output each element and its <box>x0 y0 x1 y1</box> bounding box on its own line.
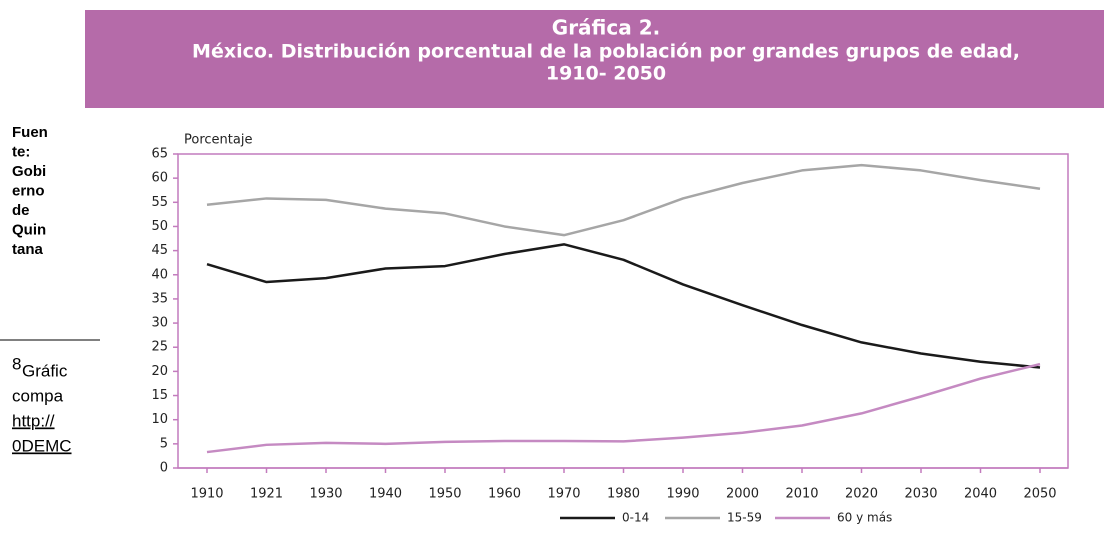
y-tick-label: 60 <box>151 171 168 186</box>
legend-label: 60 y más <box>837 511 892 525</box>
y-tick-label: 35 <box>151 291 168 306</box>
x-tick-label: 1960 <box>488 487 521 502</box>
x-tick-label: 2000 <box>726 487 759 502</box>
y-tick-label: 30 <box>151 316 168 331</box>
y-tick-label: 10 <box>151 412 168 427</box>
x-tick-label: 1990 <box>666 487 699 502</box>
x-tick-label: 1970 <box>547 487 580 502</box>
sidebar-text: Quin <box>12 221 46 238</box>
x-tick-label: 2040 <box>964 487 997 502</box>
x-tick-label: 2050 <box>1023 487 1056 502</box>
y-tick-label: 45 <box>151 243 168 258</box>
chart-subtitle: México. Distribución porcentual de la po… <box>192 41 1020 63</box>
sidebar-text: tana <box>12 241 44 258</box>
x-tick-label: 1980 <box>607 487 640 502</box>
footnote-link[interactable]: 0DEMC <box>12 436 72 455</box>
x-tick-label: 1930 <box>309 487 342 502</box>
footnote-link[interactable]: http:// <box>12 411 55 430</box>
chart-title: Gráfica 2. <box>552 16 660 40</box>
footnote-text: compa <box>12 386 64 405</box>
y-tick-label: 25 <box>151 340 168 355</box>
plot-frame <box>177 153 1069 469</box>
x-tick-label: 1940 <box>369 487 402 502</box>
sidebar-text: erno <box>12 182 45 199</box>
y-tick-label: 20 <box>151 364 168 379</box>
legend-label: 15-59 <box>727 511 762 525</box>
x-tick-label: 2010 <box>785 487 818 502</box>
sidebar-text: Gobi <box>12 163 46 180</box>
x-tick-label: 1950 <box>428 487 461 502</box>
footnote-text: Gráfic <box>22 361 68 380</box>
series-line <box>206 243 1041 369</box>
footnote-marker: 8 <box>12 354 21 373</box>
y-tick-label: 40 <box>151 267 168 282</box>
sidebar-text: de <box>12 202 30 219</box>
sidebar-text: Fuen <box>12 124 48 141</box>
x-tick-label: 2030 <box>904 487 937 502</box>
y-tick-label: 55 <box>151 195 168 210</box>
title-banner <box>85 10 1104 108</box>
chart-subtitle: 1910- 2050 <box>546 63 666 85</box>
x-tick-label: 2020 <box>845 487 878 502</box>
y-tick-label: 50 <box>151 219 168 234</box>
y-tick-label: 0 <box>160 461 168 476</box>
y-tick-label: 65 <box>151 147 168 162</box>
y-axis-label: Porcentaje <box>184 133 252 148</box>
series-line <box>206 362 1041 454</box>
y-tick-label: 15 <box>151 388 168 403</box>
x-tick-label: 1921 <box>250 487 283 502</box>
y-tick-label: 5 <box>160 436 168 451</box>
series-line <box>206 163 1041 237</box>
x-tick-label: 1910 <box>190 487 223 502</box>
sidebar-text: te: <box>12 143 30 160</box>
legend-label: 0-14 <box>622 511 649 525</box>
